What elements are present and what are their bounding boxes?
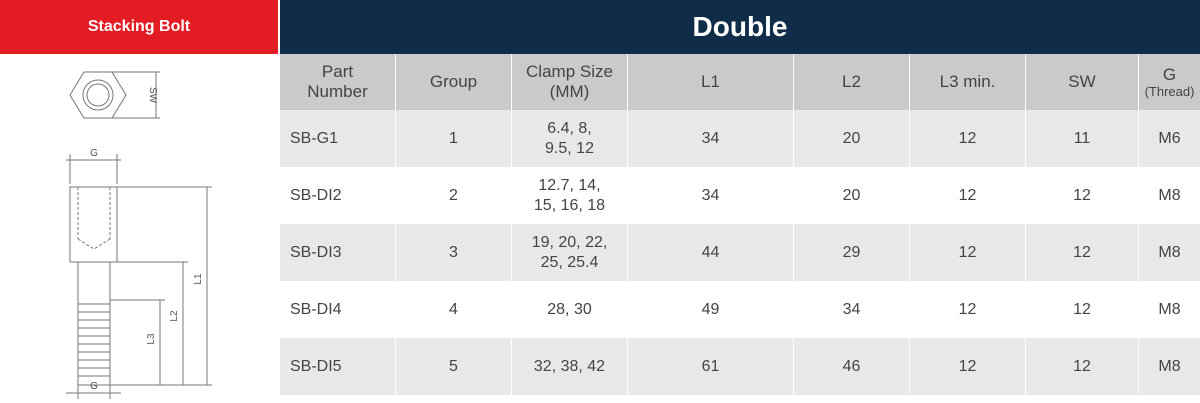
- table-cell: 12: [1025, 167, 1138, 224]
- table-cell: 49: [627, 281, 793, 338]
- table-cell: 34: [793, 281, 909, 338]
- table-cell: 1: [395, 110, 511, 167]
- hex-outline: [69, 71, 127, 119]
- table-cell: 20: [793, 110, 909, 167]
- table-cell: M6: [1138, 110, 1200, 167]
- hex-bore-inner: [86, 83, 110, 107]
- table-cell: 46: [793, 338, 909, 395]
- table-cell: M8: [1138, 224, 1200, 281]
- table-cell: 19, 20, 22, 25, 25.4: [511, 224, 627, 281]
- table-row: SB-DI2 2 12.7, 14, 15, 16, 18 34 20 12 12 M8: [280, 167, 1200, 224]
- table-cell: 34: [627, 167, 793, 224]
- table-cell: 12: [1025, 224, 1138, 281]
- header-cell: Clamp Size (MM): [511, 54, 627, 110]
- header-group: G (Thread): [1145, 65, 1195, 99]
- table-cell: 3: [395, 224, 511, 281]
- table-row: SB-DI5 5 32, 38, 42 61 46 12 12 M8: [280, 338, 1200, 395]
- table-cell: 29: [793, 224, 909, 281]
- table-cell: 12: [909, 224, 1025, 281]
- header-cell: G (Thread): [1138, 54, 1200, 110]
- l3-label: L3: [146, 333, 157, 345]
- table-cell: SB-DI5: [290, 357, 342, 375]
- header-cell: Part Number: [307, 62, 368, 101]
- table-cell: 5: [395, 338, 511, 395]
- bolt-shank: [77, 261, 111, 386]
- table-cell: 61: [627, 338, 793, 395]
- table-row: SB-G1 1 6.4, 8, 9.5, 12 34 20 12 11 M6: [280, 110, 1200, 167]
- table-cell: 12: [1025, 338, 1138, 395]
- table-cell: 12: [909, 167, 1025, 224]
- table-cell: 11: [1025, 110, 1138, 167]
- table-cell: SB-DI4: [290, 300, 342, 318]
- drill-point: [77, 238, 111, 250]
- table-cell: SB-DI2: [290, 186, 342, 204]
- header-cell: L3 min.: [909, 54, 1025, 110]
- header-label: G: [1162, 65, 1177, 84]
- header-cell: SW: [1025, 54, 1138, 110]
- thread-lines: [78, 303, 110, 377]
- table-row: SB-DI4 4 28, 30 49 34 12 12 M8: [280, 281, 1200, 338]
- header-sub: (Thread): [1144, 84, 1195, 99]
- table-cell: 20: [793, 167, 909, 224]
- l1-label: L1: [193, 273, 204, 285]
- header-cell: Group: [395, 54, 511, 110]
- l2-label: L2: [169, 310, 180, 322]
- table-cell: M8: [1138, 338, 1200, 395]
- bolt-drawing: SW G L1 L2 L3 G: [66, 71, 212, 399]
- table-cell: 12: [909, 281, 1025, 338]
- table-cell: SB-DI3: [290, 243, 342, 261]
- table-cell: 34: [627, 110, 793, 167]
- g-label: G: [90, 148, 98, 159]
- table-cell: M8: [1138, 281, 1200, 338]
- table-cell: SB-G1: [290, 129, 339, 147]
- table-cell: 12.7, 14, 15, 16, 18: [511, 167, 627, 224]
- sw-label: SW: [147, 87, 158, 104]
- g-label: G: [90, 381, 98, 392]
- table-cell: 6.4, 8, 9.5, 12: [511, 110, 627, 167]
- table-cell: M8: [1138, 167, 1200, 224]
- table-cell: 12: [909, 110, 1025, 167]
- spec-table: Double Part Number Group Clamp Size (MM) L1…: [280, 0, 1200, 395]
- left-header: Stacking Bolt: [0, 0, 278, 54]
- table-cell: 32, 38, 42: [511, 338, 627, 395]
- table-cell: 2: [395, 167, 511, 224]
- table-cell: 12: [909, 338, 1025, 395]
- table-cell: 12: [1025, 281, 1138, 338]
- header-cell: L2: [793, 54, 909, 110]
- table-title: Double: [280, 0, 1200, 54]
- header-row: Part Number Group Clamp Size (MM) L1 L2 L3 mi…: [280, 54, 1200, 110]
- table-cell: 4: [395, 281, 511, 338]
- table-cell: 44: [627, 224, 793, 281]
- header-cell: L1: [627, 54, 793, 110]
- table-cell: 28, 30: [511, 281, 627, 338]
- table-row: SB-DI3 3 19, 20, 22, 25, 25.4 44 29 12 12 M8: [280, 224, 1200, 281]
- hex-bore: [82, 79, 114, 111]
